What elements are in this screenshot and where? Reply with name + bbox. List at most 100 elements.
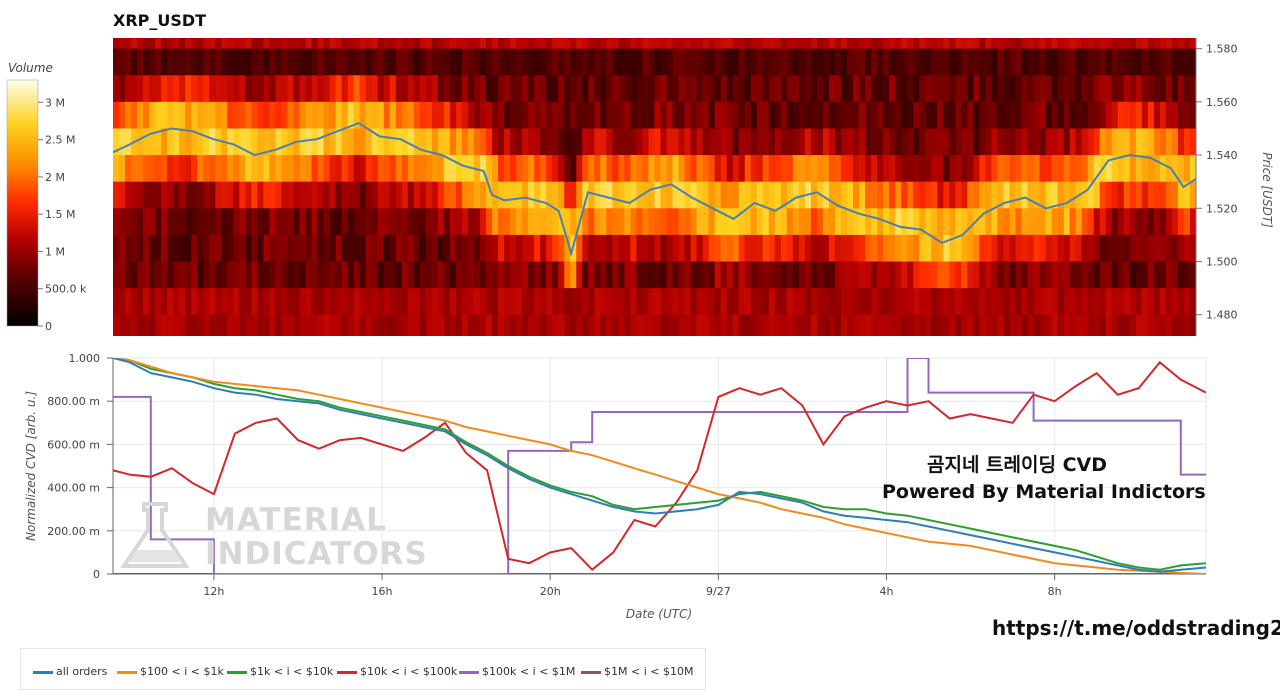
- heatmap-cell: [925, 314, 932, 336]
- heatmap-cell: [877, 288, 884, 316]
- heatmap-cell: [1177, 155, 1185, 183]
- heatmap-cell: [137, 101, 144, 129]
- legend-item[interactable]: $10k < i < $100k: [337, 665, 457, 678]
- heatmap-cell: [738, 75, 746, 103]
- heatmap-cell: [1189, 101, 1196, 129]
- legend-item[interactable]: all orders: [33, 665, 107, 678]
- heatmap-cell: [744, 314, 752, 336]
- heatmap-cell: [492, 128, 499, 156]
- legend-item[interactable]: $1M < i < $10M: [581, 665, 693, 678]
- heatmap-cell: [401, 208, 409, 236]
- heatmap-cell: [937, 38, 944, 50]
- heatmap-cell: [648, 38, 656, 50]
- heatmap-cell: [474, 128, 481, 156]
- heatmap-cell: [961, 181, 968, 209]
- heatmap-cell: [630, 234, 638, 262]
- heatmap-cell: [191, 155, 198, 183]
- heatmap-cell: [702, 48, 710, 76]
- heatmap-cell: [419, 314, 427, 336]
- heatmap-cell: [925, 48, 932, 76]
- heatmap-cell: [997, 75, 1005, 103]
- heatmap-cell: [299, 155, 307, 183]
- cvd-series-line: [113, 358, 1206, 574]
- heatmap-cell: [901, 181, 908, 209]
- heatmap-cell: [395, 75, 403, 103]
- heatmap-cell: [486, 128, 493, 156]
- heatmap-cell: [967, 155, 974, 183]
- heatmap-cell: [1171, 314, 1179, 336]
- heatmap-cell: [913, 101, 920, 129]
- heatmap-cell: [949, 128, 956, 156]
- heatmap-cell: [239, 75, 246, 103]
- heatmap-cell: [750, 75, 758, 103]
- legend-item[interactable]: $1k < i < $10k: [227, 665, 333, 678]
- heatmap-cell: [678, 155, 686, 183]
- heatmap-cell: [696, 234, 704, 262]
- heatmap-cell: [389, 48, 397, 76]
- heatmap-cell: [690, 75, 698, 103]
- heatmap-cell: [1021, 38, 1029, 50]
- heatmap-cell: [1105, 38, 1113, 50]
- heatmap-cell: [1027, 155, 1035, 183]
- heatmap-cell: [269, 48, 277, 76]
- heatmap-cell: [155, 38, 162, 50]
- heatmap-cell: [985, 234, 993, 262]
- heatmap-cell: [383, 48, 391, 76]
- heatmap-cell: [997, 234, 1005, 262]
- heatmap-cell: [594, 155, 601, 183]
- heatmap-cell: [1087, 234, 1095, 262]
- heatmap-cell: [853, 128, 860, 156]
- heatmap-cell: [1051, 75, 1059, 103]
- heatmap-cell: [1093, 155, 1101, 183]
- heatmap-cell: [1087, 208, 1095, 236]
- heatmap-cell: [835, 48, 842, 76]
- heatmap-cell: [1093, 234, 1101, 262]
- heatmap-cell: [738, 261, 746, 289]
- heatmap-cell: [510, 48, 517, 76]
- heatmap-cell: [931, 261, 938, 289]
- heatmap-cell: [780, 101, 788, 129]
- heatmap-cell: [696, 75, 704, 103]
- heatmap-cell: [636, 48, 644, 76]
- heatmap-cell: [347, 234, 355, 262]
- heatmap-cell: [125, 181, 132, 209]
- heatmap-cell: [684, 128, 692, 156]
- heatmap-cell: [413, 234, 421, 262]
- heatmap-cell: [588, 48, 595, 76]
- heatmap-cell: [925, 208, 932, 236]
- heatmap-cell: [492, 38, 499, 50]
- heatmap-cell: [810, 48, 818, 76]
- heatmap-cell: [1177, 101, 1185, 129]
- heatmap-cell: [299, 128, 307, 156]
- heatmap-cell: [486, 288, 493, 316]
- heatmap-cell: [1183, 288, 1191, 316]
- heatmap-cell: [437, 234, 445, 262]
- heatmap-cell: [293, 288, 301, 316]
- heatmap-cell: [395, 38, 403, 50]
- heatmap-cell: [925, 261, 932, 289]
- legend-item[interactable]: $100 < i < $1k: [117, 665, 224, 678]
- heatmap-cell: [113, 155, 120, 183]
- heatmap-cell: [594, 261, 601, 289]
- heatmap-cell: [961, 314, 968, 336]
- cvd-grid: [113, 357, 1206, 575]
- heatmap-cell: [437, 155, 445, 183]
- heatmap-cell: [431, 208, 439, 236]
- heatmap-cell: [407, 181, 415, 209]
- heatmap-cell: [191, 288, 198, 316]
- heatmap-cell: [768, 181, 776, 209]
- heatmap-cell: [1141, 181, 1149, 209]
- heatmap-cell: [648, 155, 656, 183]
- heatmap-cell: [750, 208, 758, 236]
- heatmap-cell: [191, 314, 198, 336]
- heatmap-cell: [1135, 155, 1143, 183]
- heatmap-cell: [937, 261, 944, 289]
- heatmap-cell: [323, 101, 331, 129]
- heatmap-cell: [624, 38, 632, 50]
- heatmap-cell: [407, 155, 415, 183]
- heatmap-cell: [287, 128, 295, 156]
- heatmap-cell: [588, 75, 595, 103]
- legend-item[interactable]: $100k < i < $1M: [459, 665, 575, 678]
- legend: all orders $100 < i < $1k $1k < i < $10k $1…: [20, 648, 706, 690]
